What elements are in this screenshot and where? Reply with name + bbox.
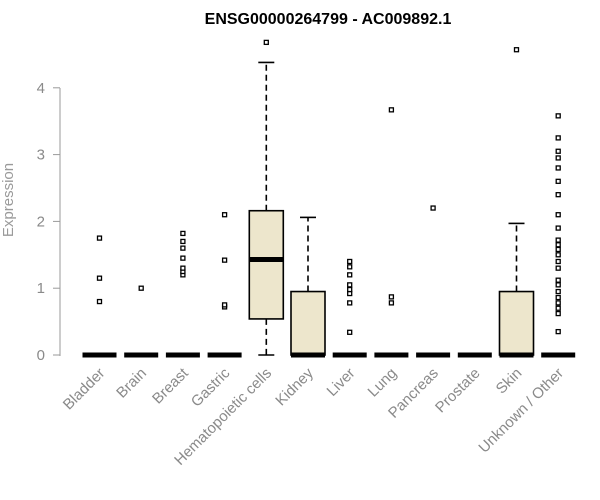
category-label: Skin <box>493 365 526 398</box>
outlier-point <box>180 230 186 237</box>
outlier-point <box>555 192 561 198</box>
y-tick-label: 2 <box>37 213 45 230</box>
outlier-point <box>555 148 561 154</box>
category-label: Bladder <box>60 365 109 414</box>
outlier-point <box>555 135 561 141</box>
chart-title: ENSG00000264799 - AC009892.1 <box>205 11 452 28</box>
outlier-point <box>555 212 561 218</box>
box-group <box>541 113 576 358</box>
outlier-point <box>555 328 561 335</box>
box-iqr <box>248 209 285 320</box>
category-label: Liver <box>324 365 359 400</box>
outlier-point <box>180 245 186 251</box>
box-group <box>374 107 409 358</box>
outlier-point <box>263 39 269 46</box>
outlier-point <box>555 246 561 253</box>
outlier-point <box>555 305 561 311</box>
y-axis-label: Expression <box>0 163 17 237</box>
y-tick-label: 1 <box>37 280 45 297</box>
outlier-point <box>180 255 186 261</box>
y-tick-label: 4 <box>37 80 45 97</box>
outlier-point <box>221 302 228 308</box>
outlier-point <box>347 264 353 270</box>
outlier-point <box>513 47 520 53</box>
outlier-point <box>555 252 561 258</box>
outlier-point <box>221 212 228 218</box>
outlier-point <box>555 265 561 271</box>
outlier-point <box>555 242 561 248</box>
y-axis: 0 1 2 3 4 <box>37 80 61 364</box>
category-label: Brain <box>113 365 150 402</box>
outlier-point <box>555 225 561 231</box>
outlier-point <box>347 282 353 288</box>
category-label: Prostate <box>432 365 484 417</box>
outlier-point <box>96 298 103 305</box>
box-iqr <box>290 290 326 356</box>
box-group <box>416 205 451 358</box>
outlier-point <box>347 272 353 278</box>
outlier-point <box>555 294 561 301</box>
outlier-point <box>388 107 395 113</box>
outlier-point <box>555 282 561 288</box>
y-tick-label: 0 <box>37 347 45 364</box>
outlier-point <box>388 294 395 300</box>
outlier-point <box>138 285 144 291</box>
boxes-layer <box>82 39 576 358</box>
outlier-point <box>555 237 561 243</box>
box-group <box>165 230 200 358</box>
outlier-point <box>430 205 436 211</box>
outlier-point <box>555 277 561 283</box>
box-group <box>248 39 285 356</box>
y-ticks: 0 1 2 3 4 <box>37 80 60 364</box>
category-label: Breast <box>149 364 192 407</box>
outlier-point <box>555 300 561 306</box>
outlier-point <box>347 258 353 265</box>
outlier-point <box>555 155 561 161</box>
outlier-point <box>555 310 561 317</box>
outlier-point <box>347 329 353 335</box>
y-tick-label: 3 <box>37 147 45 164</box>
outlier-point <box>347 286 353 293</box>
box-group <box>82 235 117 358</box>
outlier-point <box>555 288 561 295</box>
category-label: Lung <box>365 365 401 401</box>
outlier-point <box>96 235 103 241</box>
outlier-point <box>180 265 186 271</box>
outlier-point <box>221 257 228 263</box>
box-group <box>332 258 367 358</box>
box-iqr <box>498 290 535 356</box>
outlier-point <box>347 300 353 306</box>
outlier-point <box>388 300 395 306</box>
outlier-point <box>555 113 561 119</box>
box-group <box>124 285 159 358</box>
outlier-point <box>555 258 561 265</box>
outlier-point <box>180 238 186 245</box>
box-group <box>290 216 326 358</box>
outlier-point <box>555 165 561 171</box>
outlier-point <box>555 178 561 184</box>
outlier-point <box>96 275 103 281</box>
box-group <box>498 47 535 358</box>
box-group <box>207 212 242 358</box>
category-label: Kidney <box>272 364 317 409</box>
